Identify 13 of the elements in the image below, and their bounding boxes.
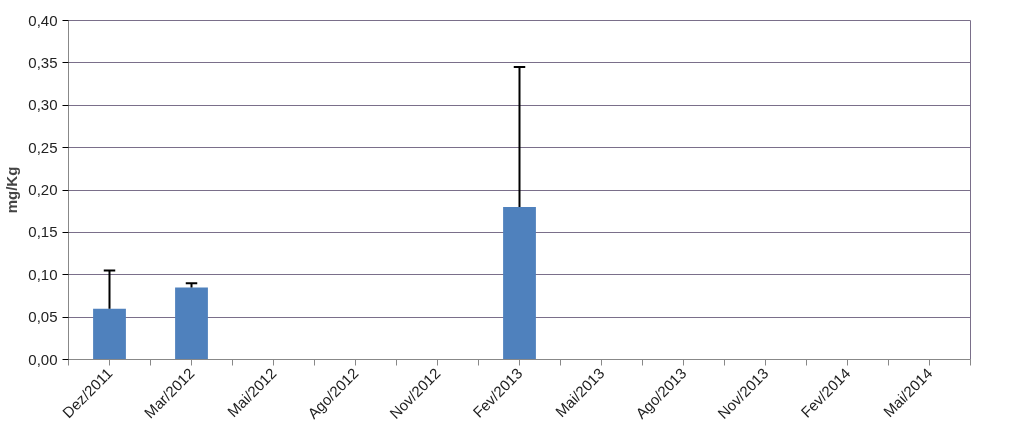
y-axis-title: mg/Kg (3, 166, 21, 214)
y-tick-label: 0,10 (28, 265, 58, 283)
bar (175, 287, 208, 360)
y-tick-label: 0,40 (28, 11, 58, 29)
y-tick-label: 0,05 (28, 308, 58, 326)
y-tick-label: 0,15 (28, 223, 58, 241)
y-tick-label: 0,20 (28, 181, 58, 198)
y-tick-label: 0,25 (28, 138, 58, 156)
bar (503, 206, 536, 360)
bar (93, 308, 126, 360)
y-tick-label: 0,00 (28, 350, 58, 368)
y-tick-label: 0,30 (28, 96, 58, 114)
y-tick-label: 0,35 (28, 53, 58, 71)
